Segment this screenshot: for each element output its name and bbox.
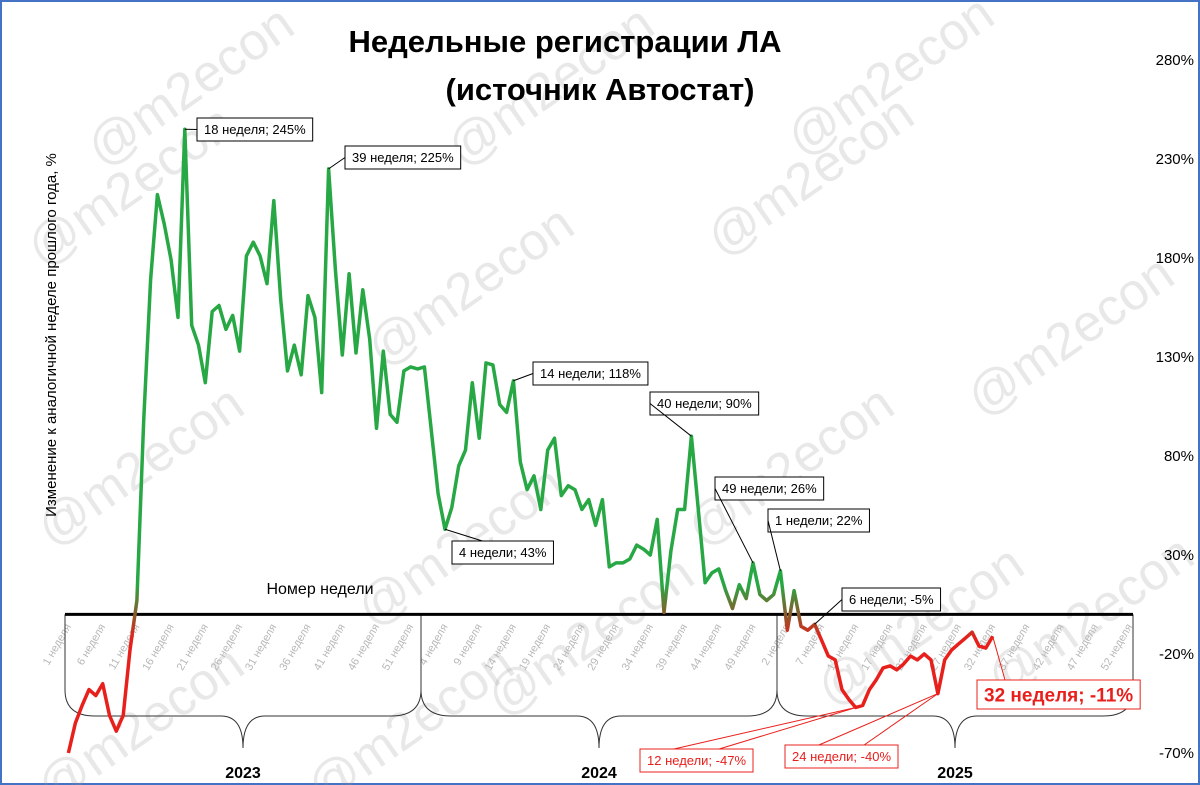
annotation-text: 4 недели; 43%	[459, 545, 547, 560]
annotation-box	[451, 540, 554, 565]
annotation-text: 32 неделя; -11%	[984, 685, 1133, 706]
annotation-leader	[649, 403, 692, 437]
annotation-text: 24 недели; -40%	[792, 749, 891, 764]
annotation-box	[976, 679, 1141, 710]
annotation-text: 1 недели; 22%	[775, 513, 863, 528]
chart-subtitle: (источник Автостат)	[446, 72, 755, 107]
y-tick-label: -20%	[1159, 646, 1194, 663]
y-tick-label: 30%	[1164, 547, 1194, 564]
x-axis-label: Номер недели	[266, 581, 373, 598]
annotation-leader	[863, 693, 939, 746]
data-line	[66, 127, 995, 754]
annotation-leader	[328, 157, 346, 170]
annotation-text: 12 недели; -47%	[647, 753, 746, 768]
y-tick-label: -70%	[1159, 745, 1194, 762]
y-tick-label: 80%	[1164, 448, 1194, 465]
annotation-leader	[818, 693, 939, 746]
annotation-leader	[814, 599, 843, 625]
annotation-text: 6 недели; -5%	[849, 592, 934, 607]
annotation-text: 49 недели; 26%	[722, 481, 817, 496]
group-label: 2024	[581, 765, 617, 782]
group-brace	[776, 614, 1134, 749]
y-axis-label: Изменение к аналогичной неделе прошлого …	[43, 153, 60, 517]
annotation-leader	[513, 373, 534, 382]
annotation-leader	[767, 520, 781, 571]
y-tick-label: 230%	[1156, 151, 1194, 168]
annotation-text: 14 недели; 118%	[540, 366, 641, 381]
group-label: 2025	[937, 765, 973, 782]
annotation-box	[639, 748, 754, 773]
annotation-leader	[718, 705, 863, 750]
annotation-leader	[992, 636, 1006, 681]
y-tick-label: 280%	[1156, 52, 1194, 69]
group-label: 2023	[225, 765, 261, 782]
annotation-leader	[673, 706, 856, 750]
annotation-leader	[714, 488, 754, 564]
annotation-text: 39 неделя; 225%	[352, 150, 454, 165]
annotation-text: 40 недели; 90%	[657, 396, 752, 411]
group-brace	[420, 614, 778, 749]
annotation-text: 18 неделя; 245%	[204, 122, 306, 137]
y-tick-label: 130%	[1156, 349, 1194, 366]
y-tick-label: 180%	[1156, 250, 1194, 267]
annotation-leader	[444, 528, 483, 542]
chart-title: Недельные регистрации ЛА	[348, 24, 781, 59]
annotation-box	[784, 744, 899, 769]
